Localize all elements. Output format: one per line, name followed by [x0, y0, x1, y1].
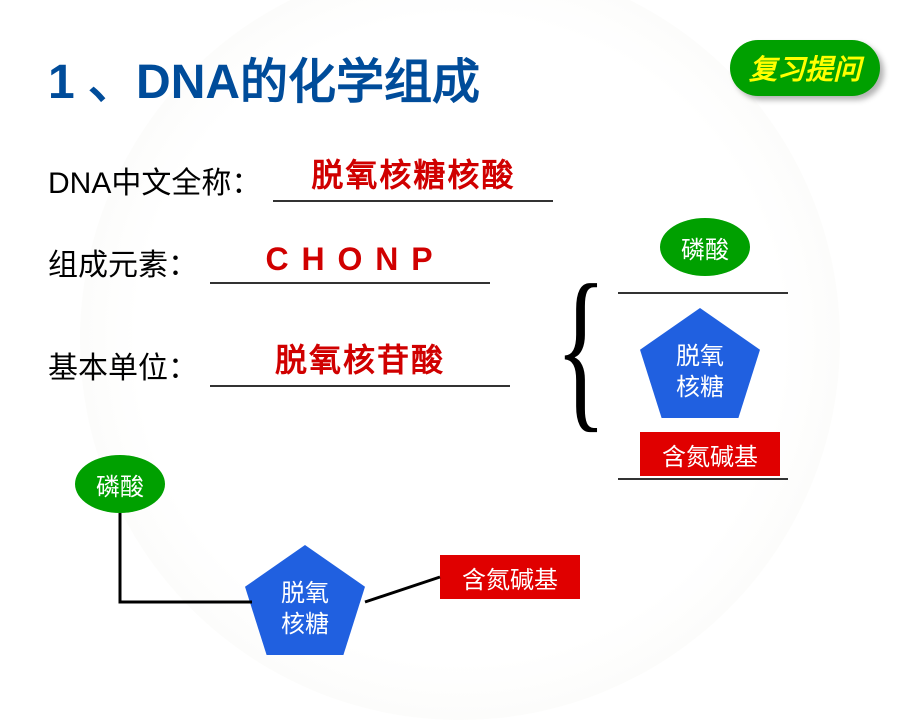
- underline-base-right: [618, 478, 788, 480]
- base-right-label: 含氮碱基: [662, 437, 758, 472]
- slide-title: 1 、DNA的化学组成: [48, 42, 480, 112]
- underline-phosphate-right: [618, 292, 788, 294]
- fullname-label: DNA中文全称：: [48, 158, 261, 202]
- base-bottom-label: 含氮碱基: [462, 560, 558, 595]
- phosphate-ellipse-bottom: 磷酸: [75, 455, 165, 513]
- row-fullname: DNA中文全称： 脱氧核糖核酸: [48, 150, 553, 202]
- elements-label: 组成元素：: [48, 240, 198, 284]
- unit-label: 基本单位：: [48, 343, 198, 387]
- sugar-bottom-label: 脱氧核糖: [281, 578, 329, 640]
- slide-content: 1 、DNA的化学组成 复习提问 DNA中文全称： 脱氧核糖核酸 组成元素： C…: [0, 0, 920, 690]
- phosphate-right-label: 磷酸: [681, 230, 729, 265]
- phosphate-ellipse-right: 磷酸: [660, 218, 750, 276]
- row-unit: 基本单位： 脱氧核苷酸: [48, 335, 510, 387]
- base-rect-bottom: 含氮碱基: [440, 555, 580, 599]
- row-elements: 组成元素： C H O N P: [48, 240, 490, 284]
- unit-underline: 脱氧核苷酸: [210, 335, 510, 387]
- sugar-right-label: 脱氧核糖: [676, 341, 724, 403]
- fullname-value: 脱氧核糖核酸: [311, 150, 515, 196]
- review-button-label: 复习提问: [749, 48, 861, 88]
- phosphate-bottom-label: 磷酸: [96, 467, 144, 502]
- unit-value: 脱氧核苷酸: [275, 335, 445, 381]
- elements-value: C H O N P: [265, 241, 434, 278]
- fullname-underline: 脱氧核糖核酸: [273, 150, 553, 202]
- elements-underline: C H O N P: [210, 241, 490, 284]
- base-rect-right: 含氮碱基: [640, 432, 780, 476]
- sugar-pentagon-right: 脱氧核糖: [640, 308, 760, 418]
- review-button[interactable]: 复习提问: [730, 40, 880, 96]
- sugar-pentagon-bottom: 脱氧核糖: [245, 545, 365, 655]
- brace-icon: {: [555, 258, 607, 438]
